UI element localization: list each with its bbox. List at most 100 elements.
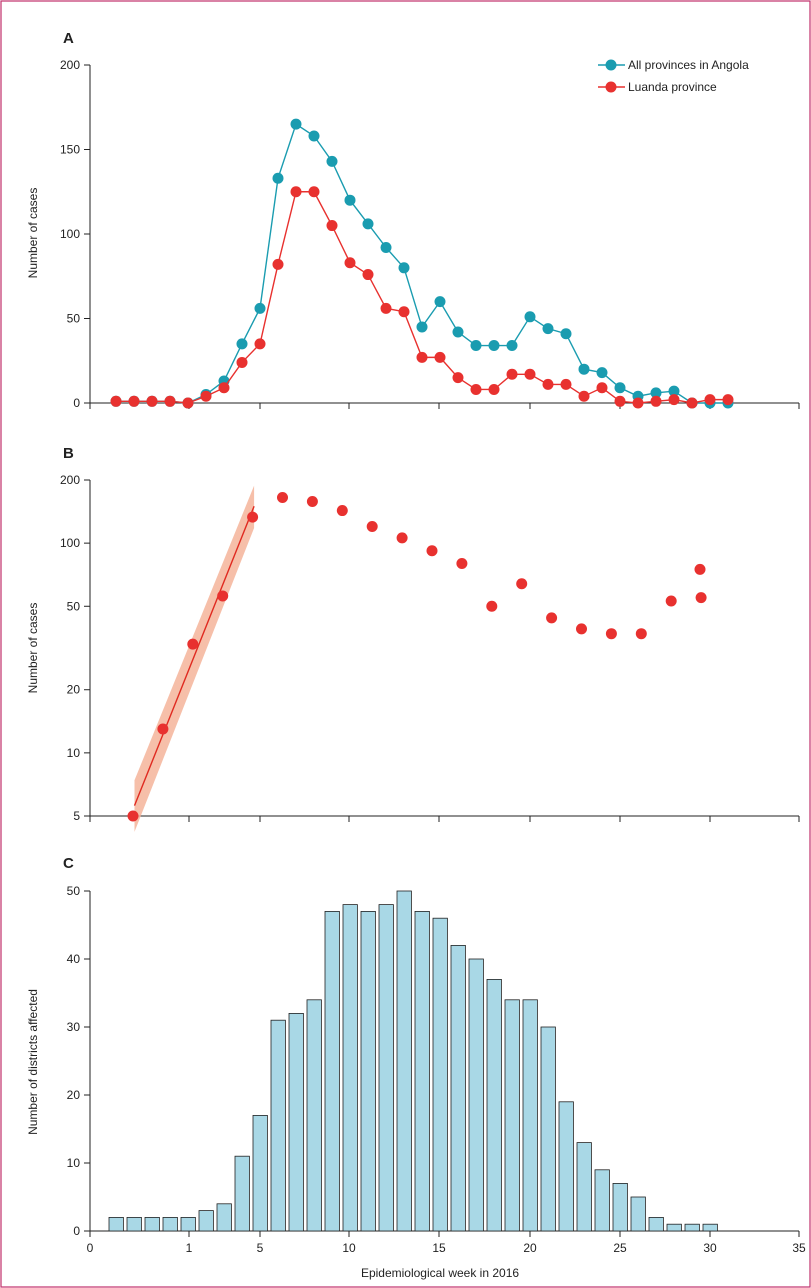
data-point-luanda xyxy=(110,395,122,407)
bar xyxy=(630,1196,646,1232)
data-point-luanda xyxy=(722,394,734,406)
panel-a-series xyxy=(110,118,734,409)
data-point xyxy=(546,612,558,624)
x-tick-label: 35 xyxy=(792,1241,806,1255)
bar xyxy=(450,945,466,1232)
data-point xyxy=(187,638,199,650)
x-tick-label: 30 xyxy=(703,1241,717,1255)
data-point-luanda xyxy=(542,378,554,390)
panel-b-x-ticks xyxy=(89,816,800,822)
data-point-luanda xyxy=(272,258,284,270)
panel-b-points xyxy=(127,492,707,822)
data-point xyxy=(516,578,528,590)
bar xyxy=(198,1210,214,1232)
panel-a-legend: All provinces in Angola Luanda province xyxy=(598,58,749,94)
data-point-luanda xyxy=(362,269,374,281)
bar xyxy=(540,1026,556,1232)
data-point-all-provinces xyxy=(596,367,608,379)
panel-b-ytick-label: 5 xyxy=(73,809,80,823)
data-point-all-provinces xyxy=(416,321,428,333)
panel-c-ytick-label: 50 xyxy=(67,884,81,898)
bar xyxy=(234,1155,250,1232)
data-point xyxy=(665,595,677,607)
x-tick-label: 15 xyxy=(432,1241,446,1255)
data-point-luanda xyxy=(416,351,428,363)
data-point-luanda xyxy=(560,378,572,390)
panel-b: B Number of cases 5 10 20 50 100 200 xyxy=(26,445,800,832)
data-point-luanda xyxy=(470,383,482,395)
bar xyxy=(126,1217,142,1232)
data-point-luanda xyxy=(434,351,446,363)
panel-c-ytick-label: 40 xyxy=(67,952,81,966)
data-point xyxy=(157,723,169,735)
panel-b-ytick-label: 100 xyxy=(60,536,80,550)
data-point-luanda xyxy=(650,395,662,407)
data-point xyxy=(635,628,647,640)
data-point-all-provinces xyxy=(560,328,572,340)
panel-b-y-ticks: 5 10 20 50 100 200 xyxy=(60,473,90,823)
data-point-all-provinces xyxy=(506,340,518,352)
data-point-all-provinces xyxy=(344,194,356,206)
bar xyxy=(324,911,340,1232)
bar xyxy=(504,999,520,1232)
x-tick-label: 1 xyxy=(186,1241,193,1255)
data-point-luanda xyxy=(632,397,644,409)
data-point-luanda xyxy=(200,390,212,402)
bar xyxy=(360,911,376,1232)
data-point xyxy=(127,810,139,822)
data-point-luanda xyxy=(290,186,302,198)
data-point xyxy=(277,492,288,504)
data-point-luanda xyxy=(236,356,248,368)
data-point-all-provinces xyxy=(488,340,500,352)
bar xyxy=(162,1217,178,1232)
data-point-all-provinces xyxy=(326,155,338,167)
bar xyxy=(342,904,358,1232)
data-point-luanda xyxy=(704,394,716,406)
bar xyxy=(216,1203,232,1232)
data-point-luanda xyxy=(506,368,518,380)
panel-b-ytick-label: 10 xyxy=(67,746,81,760)
panel-a-ytick-label: 50 xyxy=(67,312,81,326)
bar xyxy=(306,999,322,1232)
bar xyxy=(666,1223,682,1232)
panel-c: C Number of districts affected 010203040… xyxy=(26,855,806,1280)
data-point-all-provinces xyxy=(398,262,410,274)
x-tick-label: 0 xyxy=(87,1241,94,1255)
data-point xyxy=(217,590,229,602)
bar xyxy=(432,917,448,1232)
data-point-luanda xyxy=(254,338,266,350)
data-point-luanda xyxy=(596,382,608,394)
x-tick-label: 10 xyxy=(342,1241,356,1255)
series-line-luanda xyxy=(116,191,728,404)
bar xyxy=(558,1101,574,1232)
legend-marker-all-provinces xyxy=(605,59,617,71)
legend-marker-luanda xyxy=(605,81,617,93)
bar xyxy=(486,979,502,1232)
data-point-luanda xyxy=(128,395,140,407)
panel-a-y-ticks: 0 50 100 150 200 xyxy=(60,58,90,410)
data-point-luanda xyxy=(344,257,356,269)
panel-b-ylabel: Number of cases xyxy=(26,603,40,694)
data-point xyxy=(366,521,378,533)
data-point-luanda xyxy=(668,394,680,406)
bar xyxy=(612,1183,628,1232)
panel-c-ytick-label: 20 xyxy=(67,1088,81,1102)
panel-a-letter: A xyxy=(63,30,74,47)
legend-label-luanda: Luanda province xyxy=(628,80,717,94)
data-point xyxy=(456,557,468,569)
panel-c-y-ticks: 0 10 20 30 40 50 xyxy=(67,884,90,1238)
bar xyxy=(414,911,430,1232)
data-point-all-provinces xyxy=(362,218,374,230)
data-point-all-provinces xyxy=(614,382,626,394)
data-point-all-provinces xyxy=(524,311,536,323)
bar xyxy=(468,958,484,1232)
data-point xyxy=(576,623,587,635)
x-tick-label: 25 xyxy=(613,1241,627,1255)
data-point xyxy=(694,563,706,575)
bar xyxy=(252,1115,268,1232)
panel-c-ytick-label: 30 xyxy=(67,1020,81,1034)
bar xyxy=(594,1169,610,1232)
data-point-luanda xyxy=(326,220,338,232)
legend-label-all-provinces: All provinces in Angola xyxy=(628,58,749,72)
